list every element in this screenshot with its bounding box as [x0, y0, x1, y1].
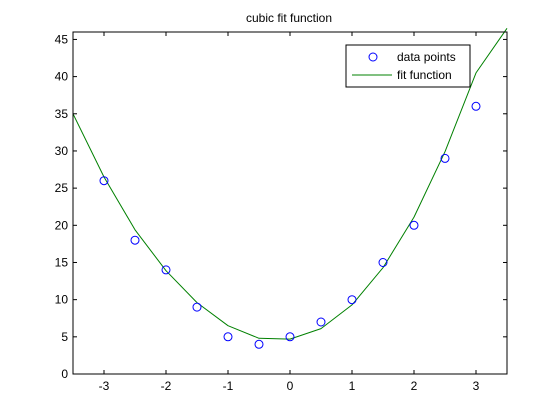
legend-label-data-points: data points	[397, 50, 456, 64]
fit-function-line	[72, 28, 508, 340]
data-point	[130, 235, 140, 245]
data-point	[440, 153, 450, 163]
data-point	[99, 176, 109, 186]
data-point	[223, 332, 233, 342]
data-point	[378, 258, 388, 267]
y-tick-label: 25	[55, 181, 69, 195]
x-tick-label: 3	[473, 379, 480, 393]
data-point	[161, 265, 171, 275]
x-tick-label: -2	[161, 379, 172, 393]
fit-layer	[72, 28, 508, 340]
y-tick-label: 15	[55, 255, 69, 269]
legend-label-fit-function: fit function	[397, 68, 452, 82]
legend-box	[345, 44, 471, 88]
y-tick-label: 0	[61, 367, 68, 381]
x-tick-label: -3	[99, 379, 110, 393]
x-tick-label: 1	[349, 379, 356, 393]
y-tick-label: 20	[55, 218, 69, 232]
data-point	[347, 295, 357, 305]
y-tick-label: 35	[55, 107, 69, 121]
data-point	[316, 317, 326, 327]
data-point	[254, 339, 264, 349]
x-tick-label: -1	[223, 379, 234, 393]
x-tick-label: 0	[287, 379, 294, 393]
y-tick-label: 30	[55, 144, 69, 158]
chart-title: cubic fit function	[246, 11, 332, 25]
points-layer	[99, 101, 481, 349]
y-tick-label: 5	[61, 330, 68, 344]
y-tick-label: 45	[55, 32, 69, 46]
data-point	[471, 101, 481, 111]
data-point	[192, 302, 202, 312]
y-tick-label: 40	[55, 70, 69, 84]
legend: data points fit function	[345, 44, 471, 88]
x-tick-label: 2	[411, 379, 418, 393]
legend-marker-data-points	[368, 52, 378, 62]
data-point	[409, 220, 419, 230]
y-tick-label: 10	[55, 293, 69, 307]
data-point	[285, 332, 295, 342]
